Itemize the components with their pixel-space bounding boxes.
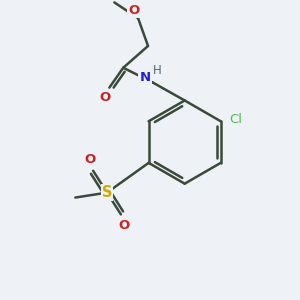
Text: O: O bbox=[100, 91, 111, 104]
Text: O: O bbox=[118, 219, 130, 232]
Text: O: O bbox=[85, 153, 96, 167]
Text: H: H bbox=[153, 64, 161, 77]
Text: S: S bbox=[102, 185, 112, 200]
Text: N: N bbox=[140, 71, 151, 84]
Text: Cl: Cl bbox=[229, 113, 242, 126]
Text: O: O bbox=[128, 4, 140, 17]
